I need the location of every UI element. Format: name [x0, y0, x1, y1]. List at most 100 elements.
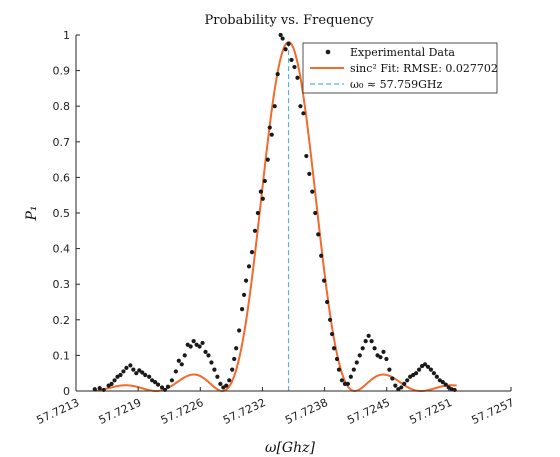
data-point [402, 381, 407, 386]
data-point [387, 367, 392, 372]
data-point [224, 383, 229, 388]
data-point [212, 367, 217, 372]
data-point [191, 339, 196, 344]
data-point [173, 369, 178, 374]
data-point [260, 196, 265, 201]
legend-label-fit: sinc² Fit: RMSE: 0.027702 [350, 62, 498, 75]
data-point [197, 344, 202, 349]
x-tick-label: 57.7226 [159, 396, 206, 427]
data-point [200, 340, 205, 346]
data-point [165, 384, 171, 389]
data-point [413, 371, 419, 376]
data-point [140, 370, 145, 375]
data-point [422, 362, 428, 367]
data-point [255, 210, 261, 216]
data-point [329, 331, 335, 337]
data-point [215, 374, 220, 379]
data-point [252, 228, 258, 233]
y-tick-label: 0.3 [53, 278, 71, 291]
data-point [169, 378, 174, 383]
data-point [137, 368, 142, 373]
data-point [372, 346, 377, 351]
data-point [428, 367, 434, 372]
data-point [152, 380, 158, 385]
legend-label-center: ω₀ ≈ 57.759GHz [350, 78, 442, 91]
data-point [390, 376, 395, 381]
data-point [301, 111, 306, 116]
data-point [351, 367, 356, 372]
x-tick-label: 57.7251 [407, 396, 454, 427]
data-point [369, 339, 374, 344]
y-tick-label: 0.2 [53, 314, 71, 327]
data-point [258, 189, 263, 194]
data-point [354, 360, 359, 365]
data-point [206, 353, 211, 358]
data-point [313, 210, 318, 216]
data-point [336, 367, 342, 372]
data-point [278, 32, 283, 38]
data-point [331, 346, 337, 351]
y-axis-label: P₁ [24, 205, 40, 221]
x-tick-label: 57.7245 [345, 396, 392, 427]
data-point [97, 386, 102, 391]
data-point [286, 41, 291, 47]
data-point [283, 47, 288, 52]
y-tick-label: 0.1 [53, 349, 71, 362]
data-point [234, 346, 239, 351]
legend-marker-dot [325, 49, 331, 55]
data-point [416, 367, 422, 372]
data-point [218, 381, 223, 386]
data-point [243, 278, 249, 283]
data-point [366, 333, 371, 338]
fit-curve [94, 41, 457, 393]
data-point [322, 278, 327, 283]
data-point [179, 362, 184, 367]
data-point [121, 369, 126, 374]
data-point [363, 339, 368, 344]
data-point [316, 232, 321, 237]
data-point [272, 104, 277, 109]
data-point [155, 382, 161, 387]
data-point [124, 365, 129, 370]
y-tick-label: 0.4 [53, 243, 71, 256]
data-point [230, 367, 235, 372]
y-tick-label: 0.8 [53, 100, 71, 113]
data-point [109, 381, 114, 386]
data-point [147, 374, 152, 379]
x-tick-label: 57.7238 [283, 396, 330, 427]
data-point [310, 189, 315, 194]
data-point [280, 36, 285, 41]
data-point [241, 292, 247, 297]
y-tick-label: 0.7 [53, 136, 71, 149]
data-point [289, 57, 294, 63]
data-point [249, 250, 255, 255]
data-point [319, 253, 324, 258]
y-tick-label: 0.5 [53, 207, 71, 220]
data-point [239, 307, 245, 312]
x-tick-label: 57.7213 [35, 396, 82, 427]
data-point [434, 374, 439, 379]
data-point [92, 387, 97, 392]
data-point [440, 380, 445, 385]
data-point [227, 378, 232, 383]
data-point [443, 382, 448, 387]
data-point [307, 171, 312, 176]
y-tick-label: 1 [63, 29, 70, 42]
y-tick-label: 0 [63, 385, 70, 398]
data-point [134, 371, 139, 376]
x-tick-label: 57.7219 [97, 396, 144, 427]
x-tick-label: 57.7232 [221, 396, 268, 427]
data-point [269, 132, 274, 137]
data-point [399, 385, 404, 390]
data-point [405, 378, 410, 383]
data-point [176, 358, 181, 363]
data-point [342, 381, 348, 386]
data-point [209, 360, 214, 365]
y-tick-label: 0.6 [53, 171, 71, 184]
data-point [345, 381, 350, 386]
data-point [262, 178, 267, 184]
legend: Experimental Data sinc² Fit: RMSE: 0.027… [302, 42, 498, 94]
data-point [265, 157, 270, 162]
y-tick-label: 0.9 [53, 65, 71, 78]
